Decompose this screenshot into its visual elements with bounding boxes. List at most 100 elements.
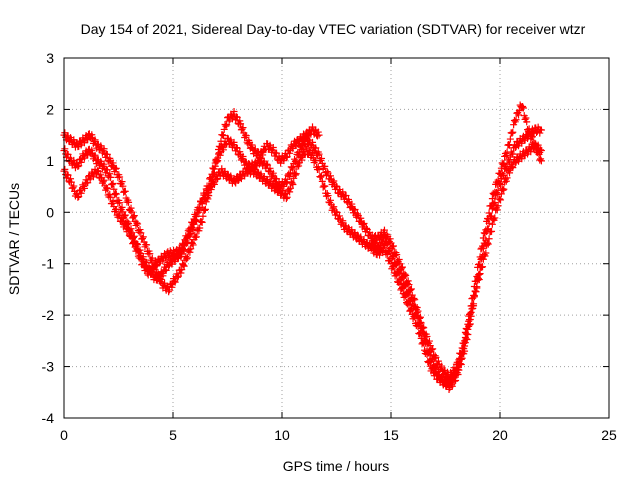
data-point <box>438 362 446 370</box>
data-point <box>130 212 138 220</box>
data-point <box>432 353 440 361</box>
data-point <box>88 131 96 139</box>
data-point <box>330 203 338 211</box>
data-point <box>201 194 209 202</box>
data-point <box>420 324 428 332</box>
x-axis-label: GPS time / hours <box>283 458 390 474</box>
data-point <box>519 104 527 112</box>
data-point <box>201 205 209 213</box>
data-point <box>511 159 519 167</box>
data-point <box>317 173 325 181</box>
data-point <box>418 340 426 348</box>
data-point <box>448 377 456 385</box>
y-axis-label: SDTVAR / TECUs <box>6 183 22 295</box>
data-point <box>496 195 504 203</box>
data-point <box>136 226 144 234</box>
data-point <box>488 202 496 210</box>
data-point <box>116 199 124 207</box>
data-point <box>393 261 401 269</box>
data-point <box>206 183 214 191</box>
data-point <box>128 234 136 242</box>
data-point <box>292 157 300 165</box>
data-point <box>481 252 489 260</box>
data-point <box>407 305 415 313</box>
data-point <box>458 349 466 357</box>
data-point <box>120 221 128 229</box>
y-tick-label: 1 <box>46 153 54 169</box>
data-point <box>497 164 505 172</box>
data-point <box>136 251 144 259</box>
data-point <box>479 255 487 263</box>
data-point <box>121 219 129 227</box>
data-point <box>192 212 200 220</box>
data-point <box>402 272 410 280</box>
data-point <box>128 208 136 216</box>
data-point <box>266 164 274 172</box>
x-tick-label: 20 <box>492 427 508 443</box>
data-point <box>106 190 114 198</box>
data-point <box>524 126 532 134</box>
data-point <box>493 180 501 188</box>
data-series <box>367 139 545 389</box>
data-point <box>67 175 75 183</box>
data-point <box>359 221 367 229</box>
data-point <box>114 213 122 221</box>
chart-title: Day 154 of 2021, Sidereal Day-to-day VTE… <box>81 21 586 37</box>
data-point <box>214 157 222 165</box>
data-point <box>180 242 188 250</box>
data-point <box>186 248 194 256</box>
data-point <box>502 152 510 160</box>
data-point <box>170 277 178 285</box>
data-point <box>357 214 365 222</box>
data-point <box>476 270 484 278</box>
data-point <box>457 355 465 363</box>
y-tick-label: -4 <box>42 410 55 426</box>
data-point <box>351 205 359 213</box>
data-point <box>342 192 350 200</box>
data-point <box>138 235 146 242</box>
data-point <box>309 123 317 131</box>
data-point <box>180 262 188 270</box>
data-point <box>483 239 491 247</box>
data-point <box>80 154 88 162</box>
data-point <box>109 198 117 206</box>
data-point <box>118 203 126 211</box>
data-point <box>482 226 490 234</box>
data-point <box>497 190 505 198</box>
data-point <box>470 300 478 308</box>
data-point <box>168 283 176 291</box>
data-point <box>291 171 299 179</box>
data-point <box>395 255 403 263</box>
data-point <box>491 214 499 222</box>
data-point <box>465 317 473 325</box>
data-point <box>491 199 499 207</box>
data-point <box>97 171 105 179</box>
data-point <box>74 193 82 201</box>
data-point <box>250 146 258 154</box>
data-point <box>315 131 323 139</box>
y-tick-label: 3 <box>46 50 54 66</box>
data-point <box>198 218 206 226</box>
data-point <box>207 186 215 194</box>
data-point <box>220 169 228 177</box>
data-point <box>461 342 469 350</box>
y-tick-label: 2 <box>46 101 54 117</box>
data-point <box>87 149 95 157</box>
data-point <box>479 234 487 242</box>
data-point <box>472 288 480 296</box>
data-point <box>118 214 126 222</box>
data-point <box>353 213 361 221</box>
data-point <box>100 145 108 153</box>
data-point <box>291 141 299 149</box>
data-point <box>425 357 433 365</box>
data-point <box>511 144 519 152</box>
data-point <box>484 240 492 248</box>
data-point <box>499 186 507 194</box>
data-point <box>289 165 297 173</box>
data-point <box>382 234 390 242</box>
data-point <box>146 250 154 258</box>
data-point <box>501 178 509 186</box>
data-point <box>124 224 132 232</box>
data-point <box>479 263 487 271</box>
data-point <box>421 346 429 354</box>
